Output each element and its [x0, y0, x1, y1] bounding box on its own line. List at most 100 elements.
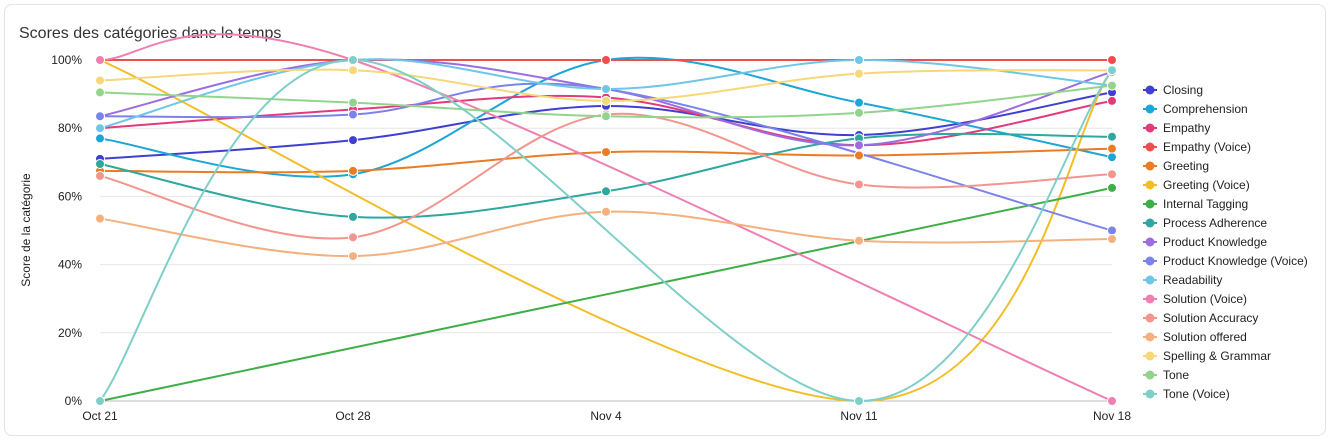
data-point[interactable]	[1107, 396, 1117, 406]
data-point[interactable]	[601, 55, 611, 65]
legend-item[interactable]: Comprehension	[1143, 102, 1248, 116]
data-point[interactable]	[1107, 65, 1117, 76]
data-point[interactable]	[1107, 225, 1117, 236]
data-point[interactable]	[95, 111, 105, 122]
legend-item[interactable]: Solution Accuracy	[1143, 311, 1258, 325]
data-point[interactable]	[601, 206, 611, 217]
data-point[interactable]	[95, 170, 105, 181]
data-point[interactable]	[95, 213, 105, 224]
legend-swatch-dot	[1145, 104, 1155, 114]
data-point[interactable]	[854, 97, 864, 108]
data-point[interactable]	[601, 111, 611, 122]
legend-swatch-dot	[1145, 294, 1155, 304]
data-point[interactable]	[348, 65, 358, 76]
legend-item[interactable]: Readability	[1143, 273, 1222, 287]
legend-item[interactable]: Closing	[1143, 83, 1203, 97]
data-point[interactable]	[1107, 182, 1117, 193]
data-point[interactable]	[1107, 80, 1117, 91]
legend-label: Solution Accuracy	[1163, 311, 1258, 325]
legend-label: Product Knowledge	[1163, 235, 1267, 249]
data-point[interactable]	[95, 75, 105, 86]
legend-item[interactable]: Greeting	[1143, 159, 1209, 173]
data-point[interactable]	[1107, 95, 1117, 106]
data-point[interactable]	[1107, 234, 1117, 245]
data-point[interactable]	[348, 97, 358, 108]
data-point[interactable]	[1107, 131, 1117, 142]
legend-swatch-dot	[1145, 389, 1155, 399]
data-point[interactable]	[854, 179, 864, 190]
legend-swatch-dot	[1145, 237, 1155, 247]
legend-swatch-dot	[1145, 351, 1155, 361]
x-tick-label: Nov 11	[840, 409, 877, 423]
x-tick-label: Oct 21	[82, 409, 118, 423]
data-point[interactable]	[854, 396, 864, 406]
legend-swatch-dot	[1145, 275, 1155, 285]
x-tick-label: Nov 4	[590, 409, 622, 423]
legend-item[interactable]: Internal Tagging	[1143, 197, 1248, 211]
data-point[interactable]	[95, 87, 105, 98]
data-point[interactable]	[348, 251, 358, 262]
legend-swatch-dot	[1145, 142, 1155, 152]
series-line	[99, 82, 1113, 232]
data-point[interactable]	[1107, 143, 1117, 154]
data-point[interactable]	[95, 133, 105, 144]
legend-item[interactable]: Empathy	[1143, 121, 1210, 135]
legend-label: Solution offered	[1163, 330, 1247, 344]
series-line	[99, 59, 1113, 403]
legend-item[interactable]: Spelling & Grammar	[1143, 349, 1271, 363]
y-tick-label: 80%	[58, 121, 82, 135]
legend-swatch-dot	[1145, 180, 1155, 190]
legend-item[interactable]: Tone (Voice)	[1143, 387, 1230, 401]
legend-swatch-dot	[1145, 123, 1155, 133]
data-point[interactable]	[601, 147, 611, 158]
data-point[interactable]	[854, 55, 864, 65]
legend-item[interactable]: Empathy (Voice)	[1143, 140, 1251, 154]
y-axis-label: Score de la catégorie	[19, 173, 33, 287]
data-point[interactable]	[601, 186, 611, 197]
data-point[interactable]	[854, 150, 864, 161]
data-point[interactable]	[601, 95, 611, 106]
data-point[interactable]	[95, 159, 105, 170]
data-point[interactable]	[348, 135, 358, 146]
legend-item[interactable]: Solution (Voice)	[1143, 292, 1247, 306]
series-line	[99, 186, 1113, 402]
legend-item[interactable]: Greeting (Voice)	[1143, 178, 1250, 192]
chart-card: Scores des catégories dans le temps	[4, 4, 1326, 436]
legend-label: Greeting (Voice)	[1163, 178, 1250, 192]
legend-item[interactable]: Product Knowledge (Voice)	[1143, 254, 1308, 268]
data-point[interactable]	[348, 232, 358, 243]
data-point[interactable]	[348, 211, 358, 222]
data-point[interactable]	[854, 235, 864, 246]
data-point[interactable]	[348, 109, 358, 120]
series-line	[99, 210, 1113, 258]
legend-item[interactable]: Solution offered	[1143, 330, 1247, 344]
data-point[interactable]	[854, 140, 864, 151]
data-point[interactable]	[348, 165, 358, 176]
legend-label: Process Adherence	[1163, 216, 1267, 230]
x-tick-label: Oct 28	[335, 409, 371, 423]
legend-item[interactable]: Product Knowledge	[1143, 235, 1267, 249]
legend-label: Empathy (Voice)	[1163, 140, 1251, 154]
data-point[interactable]	[1107, 55, 1117, 65]
data-point[interactable]	[601, 83, 611, 94]
legend-label: Closing	[1163, 83, 1203, 97]
y-tick-label: 20%	[58, 326, 82, 340]
data-point[interactable]	[95, 396, 105, 406]
legend-swatch-dot	[1145, 218, 1155, 228]
legend-label: Solution (Voice)	[1163, 292, 1247, 306]
data-point[interactable]	[95, 55, 105, 65]
data-point[interactable]	[95, 123, 105, 134]
legend-item[interactable]: Process Adherence	[1143, 216, 1267, 230]
data-point[interactable]	[1107, 169, 1117, 180]
legend-label: Internal Tagging	[1163, 197, 1248, 211]
legend-item[interactable]: Tone	[1143, 368, 1189, 382]
legend-swatch-dot	[1145, 332, 1155, 342]
data-point[interactable]	[854, 68, 864, 79]
data-point[interactable]	[854, 107, 864, 118]
series-line	[99, 59, 1113, 403]
legend: Closing Comprehension Empathy Empathy (Voic…	[1143, 83, 1308, 401]
y-tick-label: 100%	[51, 53, 82, 67]
data-point[interactable]	[1107, 152, 1117, 163]
data-point[interactable]	[348, 55, 358, 65]
